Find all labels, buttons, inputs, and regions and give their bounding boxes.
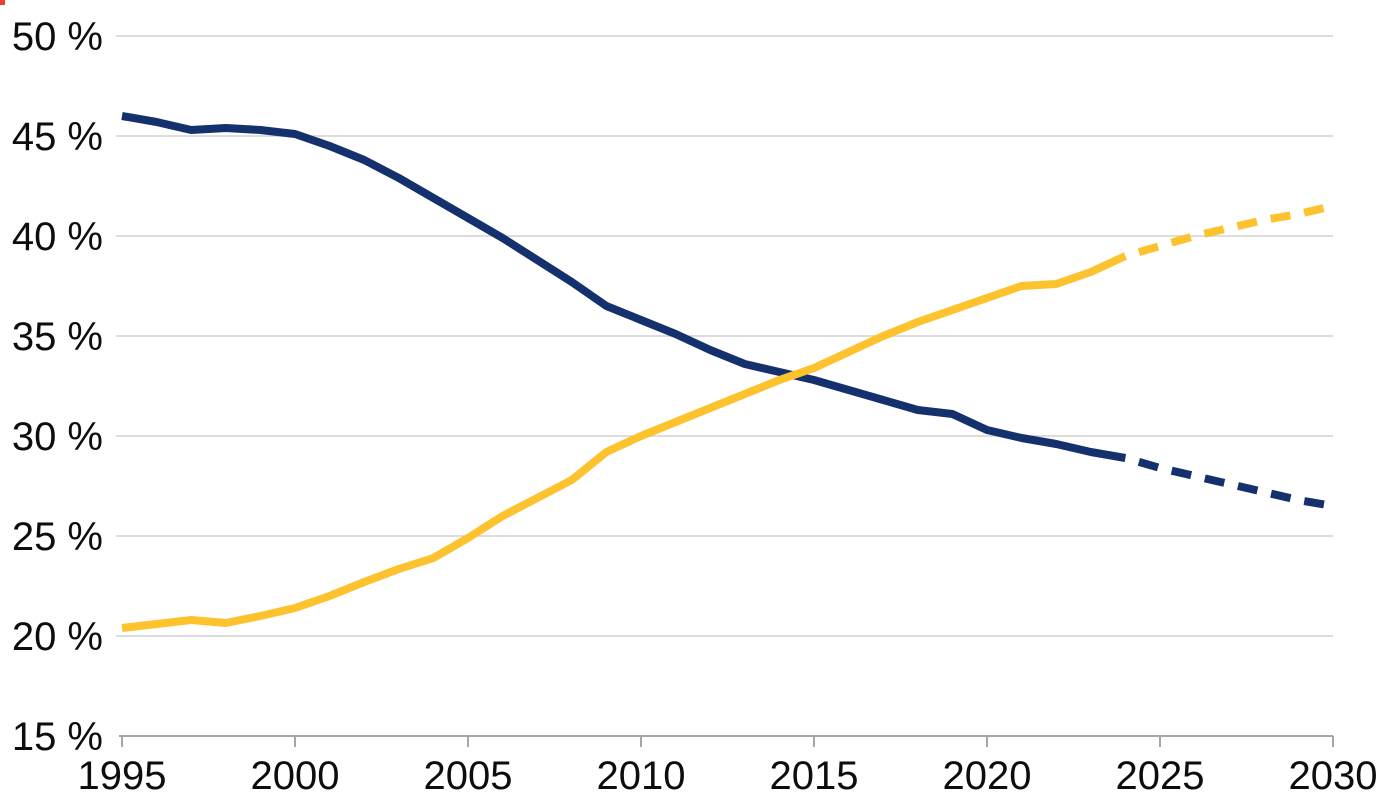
y-axis-label-20: 20 % <box>12 615 103 659</box>
x-axis-label-2025: 2025 <box>1116 754 1205 798</box>
dark-blue-declining-share-solid-line <box>121 112 1127 462</box>
y-axis-label-50: 50 % <box>12 15 103 59</box>
x-axis-label-2005: 2005 <box>424 754 513 798</box>
dark-blue-declining-share-projection-dashed-line <box>1124 454 1334 510</box>
yellow-rising-share-solid-line <box>121 252 1128 632</box>
y-axis-label-35: 35 % <box>12 315 103 359</box>
y-axis-label-30: 30 % <box>12 415 103 459</box>
x-axis-label-2010: 2010 <box>597 754 686 798</box>
y-axis-label-25: 25 % <box>12 515 103 559</box>
x-axis-label-2000: 2000 <box>251 754 340 798</box>
y-axis-label-40: 40 % <box>12 215 103 259</box>
x-axis-label-2020: 2020 <box>943 754 1032 798</box>
x-axis-label-1995: 1995 <box>78 754 167 798</box>
yellow-rising-share-projection-dashed-line <box>1124 202 1334 260</box>
y-axis-label-15: 15 % <box>12 715 103 759</box>
x-axis-label-2030: 2030 <box>1289 754 1378 798</box>
corner-logo-fragment <box>0 0 5 5</box>
x-axis-label-2015: 2015 <box>770 754 859 798</box>
y-axis-label-45: 45 % <box>12 115 103 159</box>
